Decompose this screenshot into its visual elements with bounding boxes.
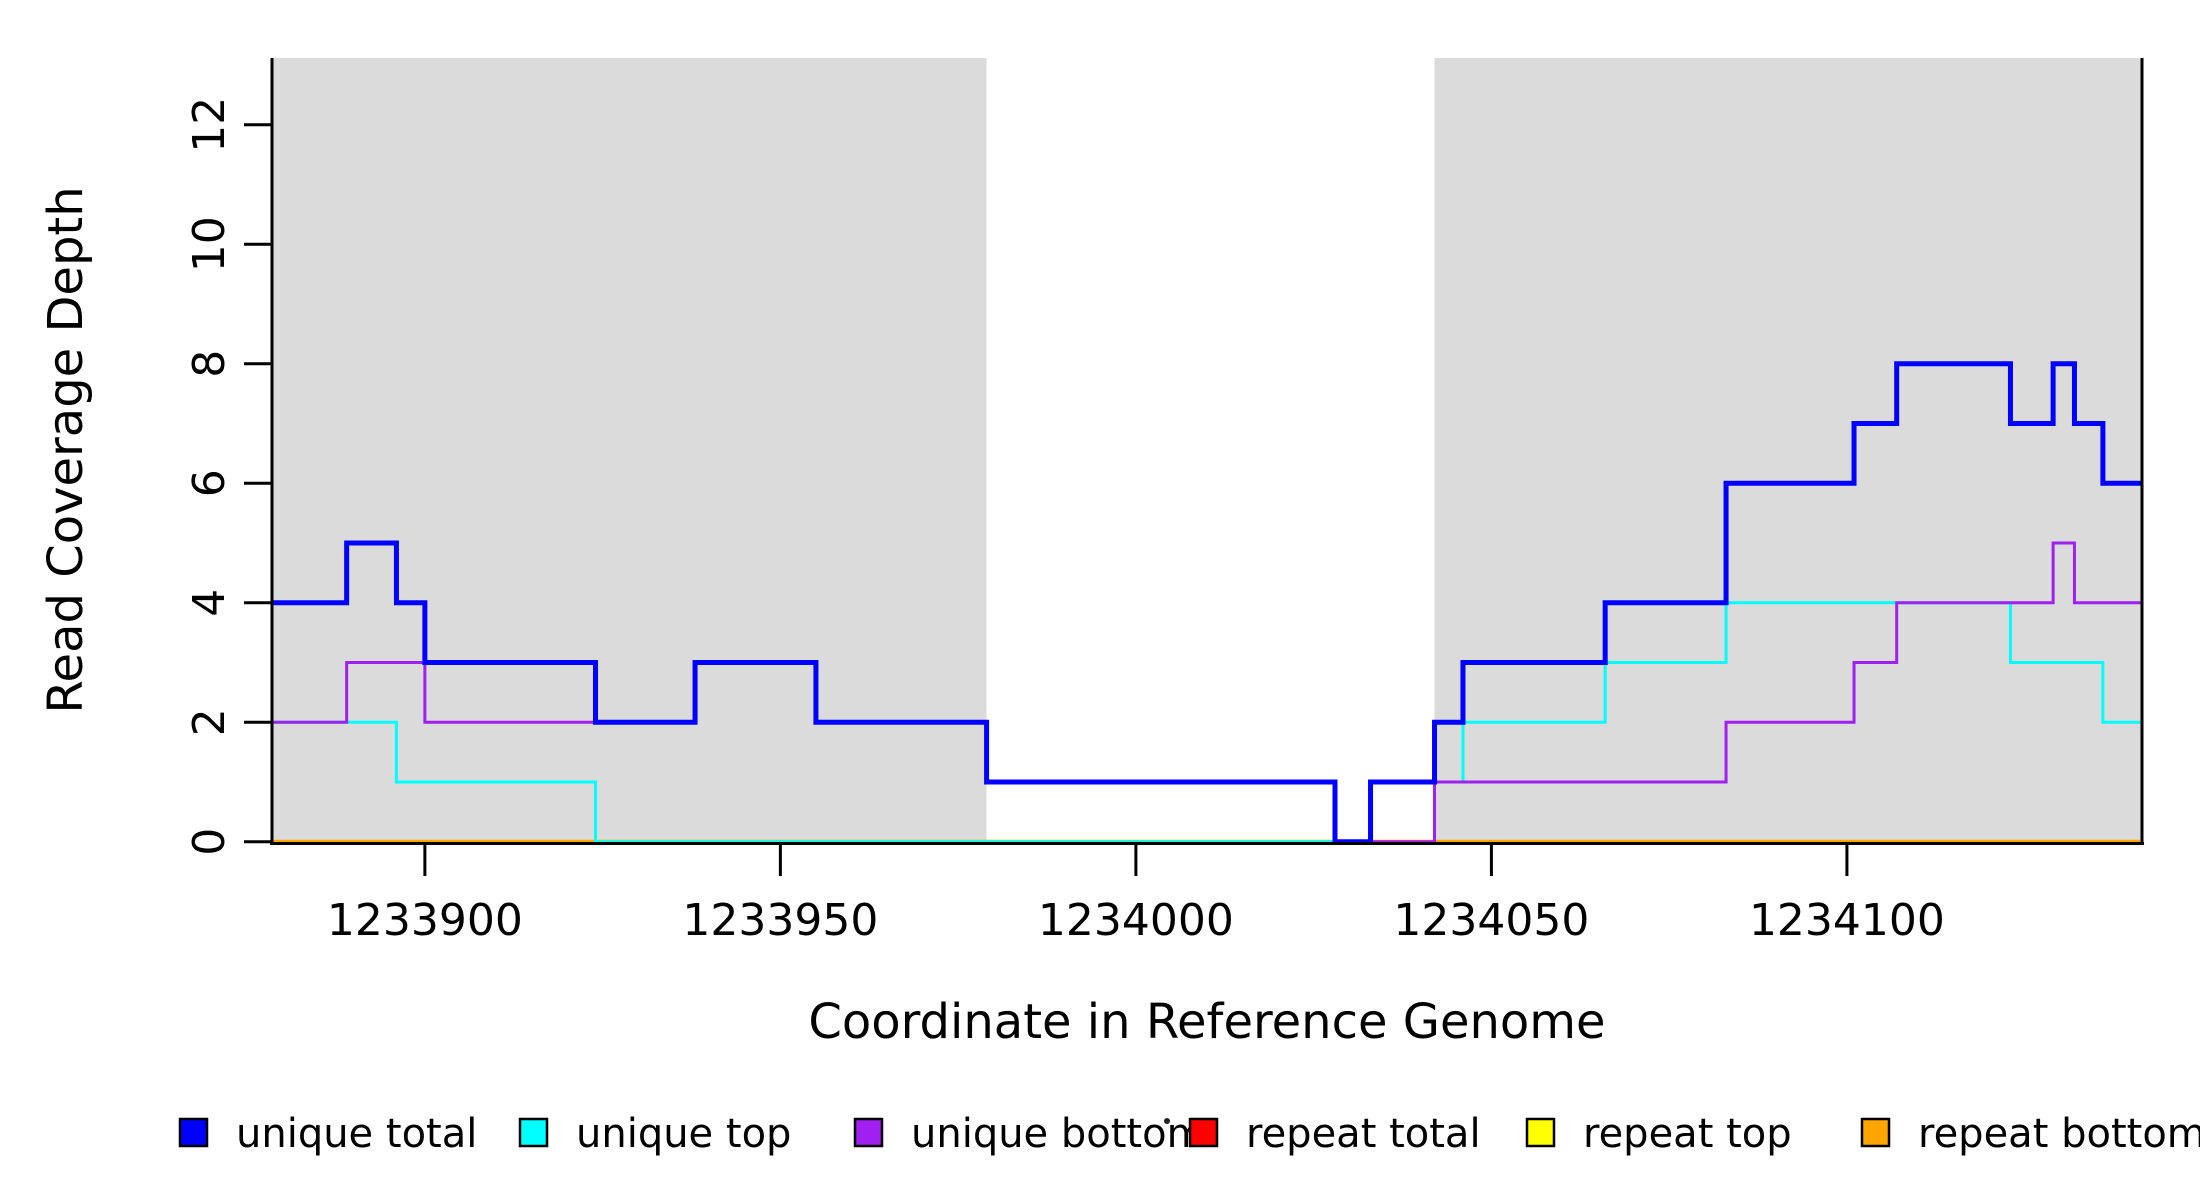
tick-labels: 0 2 4 6 8 10 12 1233900 1233950 1234000 1234050 123…	[184, 97, 1945, 946]
shaded-region	[272, 58, 987, 844]
legend-item-label: repeat top	[1583, 1111, 1792, 1157]
legend: unique total unique top unique bottom repea…	[178, 1111, 2200, 1157]
y-tick-label: 6	[184, 469, 235, 497]
legend-item-label: unique top	[576, 1111, 791, 1157]
legend-item-repeat-bottom: repeat bottom	[1860, 1111, 2200, 1157]
series-lines	[272, 361, 2142, 845]
x-tick-label: 1234100	[1749, 895, 1945, 946]
legend-item-label: unique bottom	[911, 1111, 1206, 1157]
legend-swatch	[853, 1117, 884, 1148]
shaded-region	[1434, 58, 2142, 844]
y-tick-label: 12	[184, 97, 235, 153]
legend-item-repeat-top: repeat top	[1525, 1111, 1792, 1157]
axes	[244, 58, 2144, 876]
x-tick-label: 1234050	[1393, 895, 1589, 946]
shaded-regions	[272, 58, 2142, 844]
legend-swatch	[1860, 1117, 1891, 1148]
x-tick-label: 1233900	[327, 895, 523, 946]
y-tick-label: 2	[184, 708, 235, 736]
series-line-unique-bottom	[272, 541, 2142, 844]
series-line-unique-top	[272, 601, 2142, 844]
x-axis-title: Coordinate in Reference Genome	[808, 994, 1605, 1050]
legend-item-label: repeat bottom	[1918, 1111, 2200, 1157]
legend-swatch	[1188, 1117, 1219, 1148]
x-tick-label: 1233950	[682, 895, 878, 946]
stray-dot	[1164, 1118, 1170, 1124]
legend-item-unique-total: unique total	[178, 1111, 477, 1157]
y-tick-label: 10	[184, 216, 235, 272]
y-axis-title: Read Coverage Depth	[38, 186, 94, 713]
y-tick-label: 8	[184, 350, 235, 378]
legend-item-unique-bottom: unique bottom	[853, 1111, 1206, 1157]
y-tick-label: 4	[184, 589, 235, 617]
legend-swatch	[1525, 1117, 1556, 1148]
legend-swatch	[178, 1117, 209, 1148]
y-tick-label: 0	[184, 828, 235, 856]
legend-swatch	[518, 1117, 549, 1148]
legend-item-unique-top: unique top	[518, 1111, 791, 1157]
legend-item-label: unique total	[236, 1111, 477, 1157]
legend-item-repeat-total: repeat total	[1188, 1111, 1481, 1157]
x-tick-label: 1234000	[1038, 895, 1234, 946]
series-line-unique-total	[272, 361, 2142, 845]
legend-item-label: repeat total	[1246, 1111, 1481, 1157]
